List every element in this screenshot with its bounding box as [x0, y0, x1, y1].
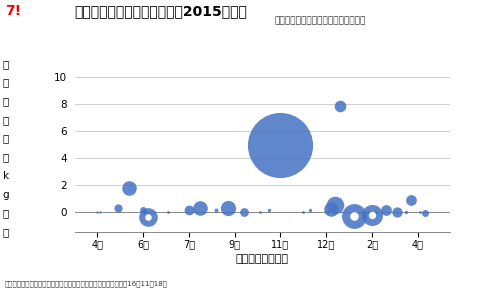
Point — [224, 205, 231, 210]
Point — [336, 103, 343, 108]
Point — [349, 213, 357, 218]
Point — [144, 215, 151, 220]
Point — [114, 205, 121, 210]
Point — [367, 212, 375, 217]
Point — [326, 207, 334, 211]
Point — [139, 208, 147, 213]
Text: k: k — [3, 171, 9, 181]
Point — [393, 209, 400, 214]
Text: 個: 個 — [3, 227, 9, 237]
Point — [94, 209, 101, 214]
Point — [240, 209, 247, 214]
Point — [125, 185, 133, 190]
Text: 物: 物 — [3, 96, 9, 106]
Point — [402, 209, 409, 214]
Point — [367, 212, 375, 217]
Text: 航空機からの落下物の内訳（2015年度）: 航空機からの落下物の内訳（2015年度） — [74, 4, 247, 18]
Point — [299, 209, 307, 214]
Text: 重: 重 — [3, 115, 9, 125]
Text: 資料：内閣府航空機からの落下物に関する質問に対する答弁書』16年11月18日: 資料：内閣府航空機からの落下物に関する質問に対する答弁書』16年11月18日 — [5, 280, 168, 287]
Text: 量: 量 — [3, 134, 9, 144]
Point — [349, 213, 357, 218]
Point — [406, 197, 414, 202]
Point — [276, 142, 284, 147]
Point — [196, 205, 204, 210]
Point — [185, 208, 192, 213]
Point — [381, 208, 389, 213]
Point — [96, 209, 103, 214]
Text: 落: 落 — [3, 59, 9, 69]
Point — [371, 209, 379, 214]
Text: 7!: 7! — [5, 4, 21, 18]
Point — [364, 209, 372, 214]
X-axis label: 脱落を確認した日: 脱落を確認した日 — [235, 254, 288, 264]
Point — [331, 203, 338, 207]
Text: ／: ／ — [3, 208, 9, 218]
Text: 下: 下 — [3, 77, 9, 88]
Point — [264, 208, 272, 213]
Text: 円の大きさは、落下物の面積を示す。: 円の大きさは、落下物の面積を示す。 — [274, 16, 365, 25]
Point — [164, 209, 172, 214]
Point — [141, 209, 149, 214]
Point — [415, 209, 423, 214]
Point — [420, 211, 428, 215]
Point — [212, 208, 220, 213]
Text: g: g — [2, 190, 9, 200]
Text: （: （ — [3, 152, 9, 162]
Point — [306, 208, 313, 213]
Point — [324, 209, 332, 214]
Point — [144, 215, 151, 220]
Point — [322, 209, 329, 214]
Point — [255, 209, 263, 214]
